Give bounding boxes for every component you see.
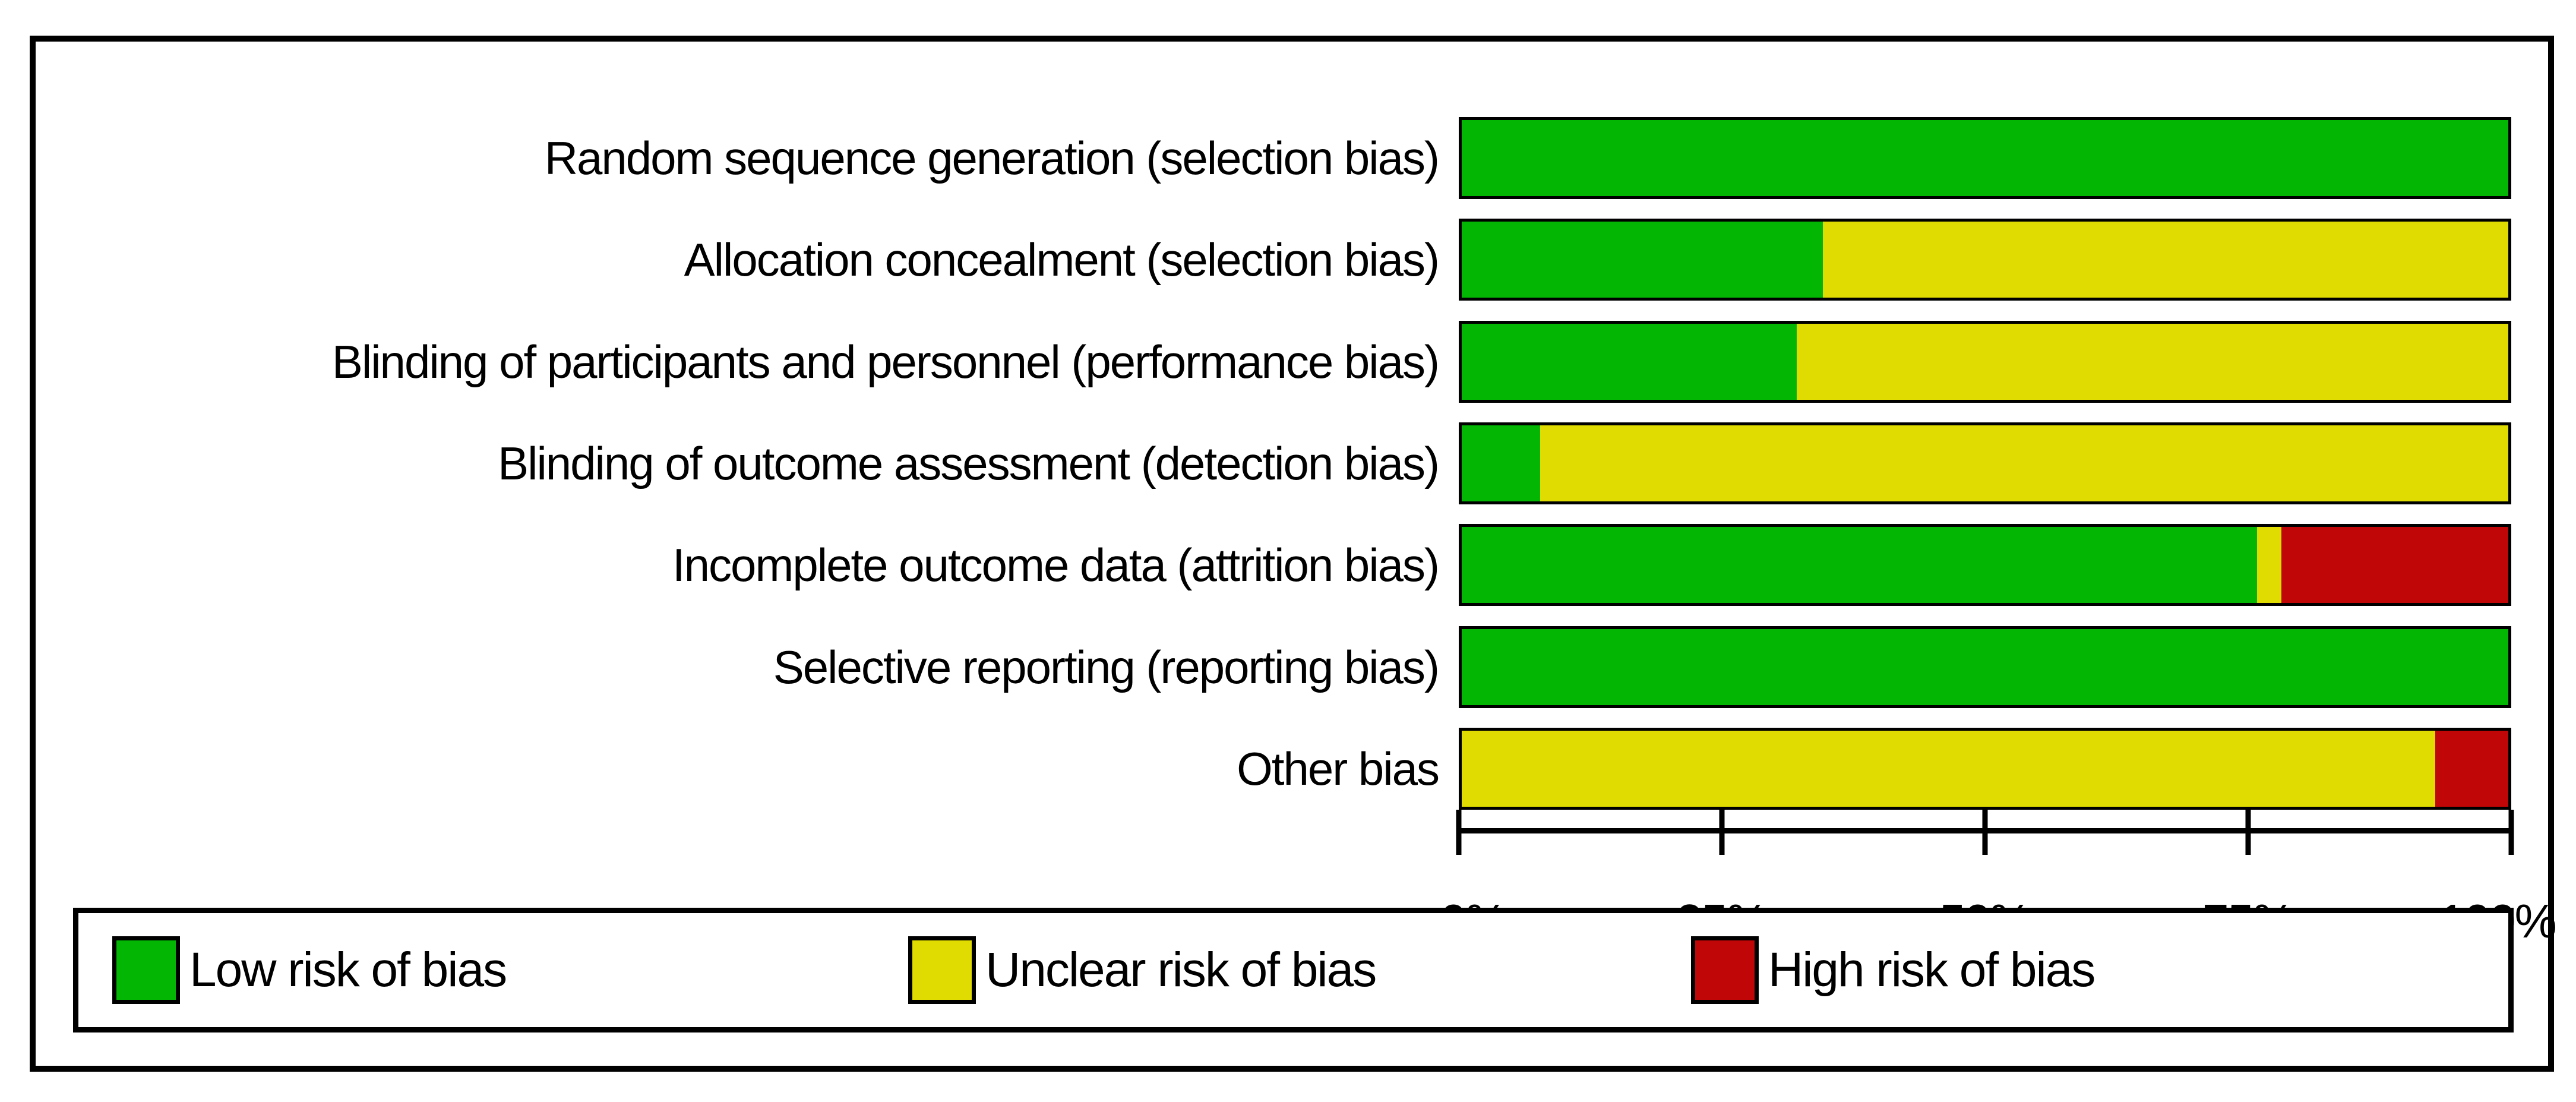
legend-swatch-low — [112, 936, 180, 1004]
bar-segment-low — [1462, 120, 2508, 196]
bar-segment-unclear — [1822, 222, 2508, 298]
chart-row: Blinding of outcome assessment (detectio… — [36, 422, 2548, 504]
bar-segment-unclear — [2257, 527, 2281, 603]
x-axis-tick — [2245, 810, 2251, 855]
row-label: Incomplete outcome data (attrition bias) — [672, 539, 1440, 591]
stacked-bar — [1459, 422, 2511, 504]
row-label: Selective reporting (reporting bias) — [773, 641, 1440, 693]
legend-label: High risk of bias — [1768, 943, 2095, 997]
row-label: Random sequence generation (selection bi… — [544, 132, 1440, 184]
stacked-bar — [1459, 117, 2511, 199]
chart-row: Allocation concealment (selection bias) — [36, 219, 2548, 301]
chart-row: Other bias — [36, 728, 2548, 810]
bar-segment-unclear — [1540, 425, 2508, 501]
bar-segment-low — [1462, 222, 1823, 298]
row-label: Other bias — [1237, 743, 1440, 795]
bar-segment-unclear — [1796, 324, 2508, 400]
legend-entry-high: High risk of bias — [1691, 913, 2095, 1027]
legend-box: Low risk of bias Unclear risk of bias High… — [73, 908, 2514, 1032]
x-axis-tick — [1982, 810, 1988, 855]
row-label: Blinding of outcome assessment (detectio… — [498, 437, 1440, 490]
legend-swatch-unclear — [908, 936, 976, 1004]
bar-segment-high — [2281, 527, 2508, 603]
bar-segment-low — [1462, 425, 1541, 501]
legend-label: Unclear risk of bias — [985, 943, 1377, 997]
stacked-bar — [1459, 524, 2511, 606]
bar-segment-low — [1462, 629, 2508, 705]
stacked-bar — [1459, 626, 2511, 708]
chart-row: Random sequence generation (selection bi… — [36, 117, 2548, 199]
stacked-bar — [1459, 728, 2511, 810]
x-axis-tick — [1456, 810, 1462, 855]
chart-row: Selective reporting (reporting bias) — [36, 626, 2548, 708]
x-axis-tick — [2508, 810, 2514, 855]
bar-segment-low — [1462, 527, 2258, 603]
bar-segment-high — [2435, 731, 2508, 807]
chart-row: Blinding of participants and personnel (… — [36, 321, 2548, 403]
row-label: Allocation concealment (selection bias) — [684, 233, 1440, 286]
stacked-bar — [1459, 321, 2511, 403]
legend-label: Low risk of bias — [189, 943, 507, 997]
stacked-bar — [1459, 219, 2511, 301]
row-label: Blinding of participants and personnel (… — [331, 336, 1440, 388]
bar-segment-low — [1462, 324, 1797, 400]
chart-frame: Random sequence generation (selection bi… — [30, 36, 2557, 1072]
legend-swatch-high — [1691, 936, 1759, 1004]
x-axis-tick — [1719, 810, 1725, 855]
legend-entry-unclear: Unclear risk of bias — [908, 913, 1377, 1027]
legend-entry-low: Low risk of bias — [112, 913, 507, 1027]
bar-segment-unclear — [1462, 731, 2435, 807]
chart-row: Incomplete outcome data (attrition bias) — [36, 524, 2548, 606]
